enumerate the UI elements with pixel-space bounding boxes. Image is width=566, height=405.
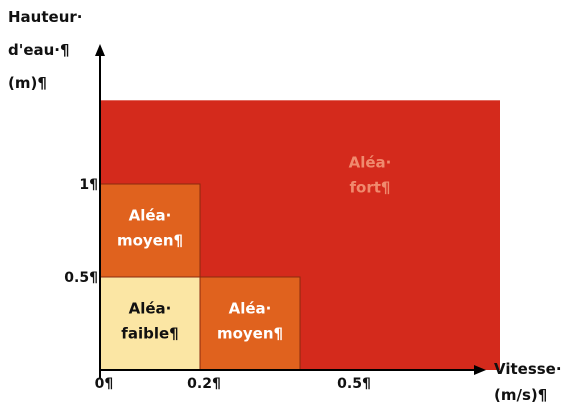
x-axis-title-line: Vitesse· (494, 360, 562, 378)
y-axis-arrow (95, 44, 105, 56)
y-tick-label: 1¶ (79, 177, 98, 193)
zone-faible (99, 276, 201, 371)
zone-labels-layer: Aléa· fort¶ Aléa· moyen¶ Aléa· faible¶ Aléa· mo… (117, 153, 391, 342)
zone-label-moyen-2: moyen¶ (217, 325, 283, 343)
zone-label-faible: Aléa· (129, 300, 172, 318)
axes-layer (95, 44, 486, 378)
zone-label-moyen-2: Aléa· (229, 300, 272, 318)
zone-label-fort: fort¶ (350, 178, 391, 196)
y-axis-title-line: d'eau·¶ (8, 41, 70, 59)
x-tick-label: 0¶ (95, 376, 114, 392)
y-axis-title-line: Hauteur· (8, 8, 82, 26)
y-axis-title: Hauteur· d'eau·¶ (m)¶ (8, 8, 82, 92)
zones-layer (99, 100, 500, 371)
x-ticks-layer: 0¶ 0.2¶ 0.5¶ (95, 376, 371, 392)
x-axis-title: Vitesse· (m/s)¶ (494, 360, 562, 404)
x-tick-label: 0.2¶ (187, 376, 221, 392)
zone-label-fort: Aléa· (349, 153, 392, 171)
x-axis-arrow (474, 365, 486, 375)
x-axis-title-line: (m/s)¶ (494, 386, 547, 404)
y-tick-label: 0.5¶ (64, 270, 98, 286)
zone-label-faible: faible¶ (121, 325, 178, 343)
zone-label-moyen-1: Aléa· (129, 207, 172, 225)
y-axis-title-line: (m)¶ (8, 74, 47, 92)
zone-moyen-1 (99, 183, 201, 278)
zone-label-moyen-1: moyen¶ (117, 232, 183, 250)
x-tick-label: 0.5¶ (337, 376, 371, 392)
zone-moyen-2 (199, 276, 301, 371)
y-ticks-layer: 0.5¶ 1¶ (64, 177, 98, 286)
